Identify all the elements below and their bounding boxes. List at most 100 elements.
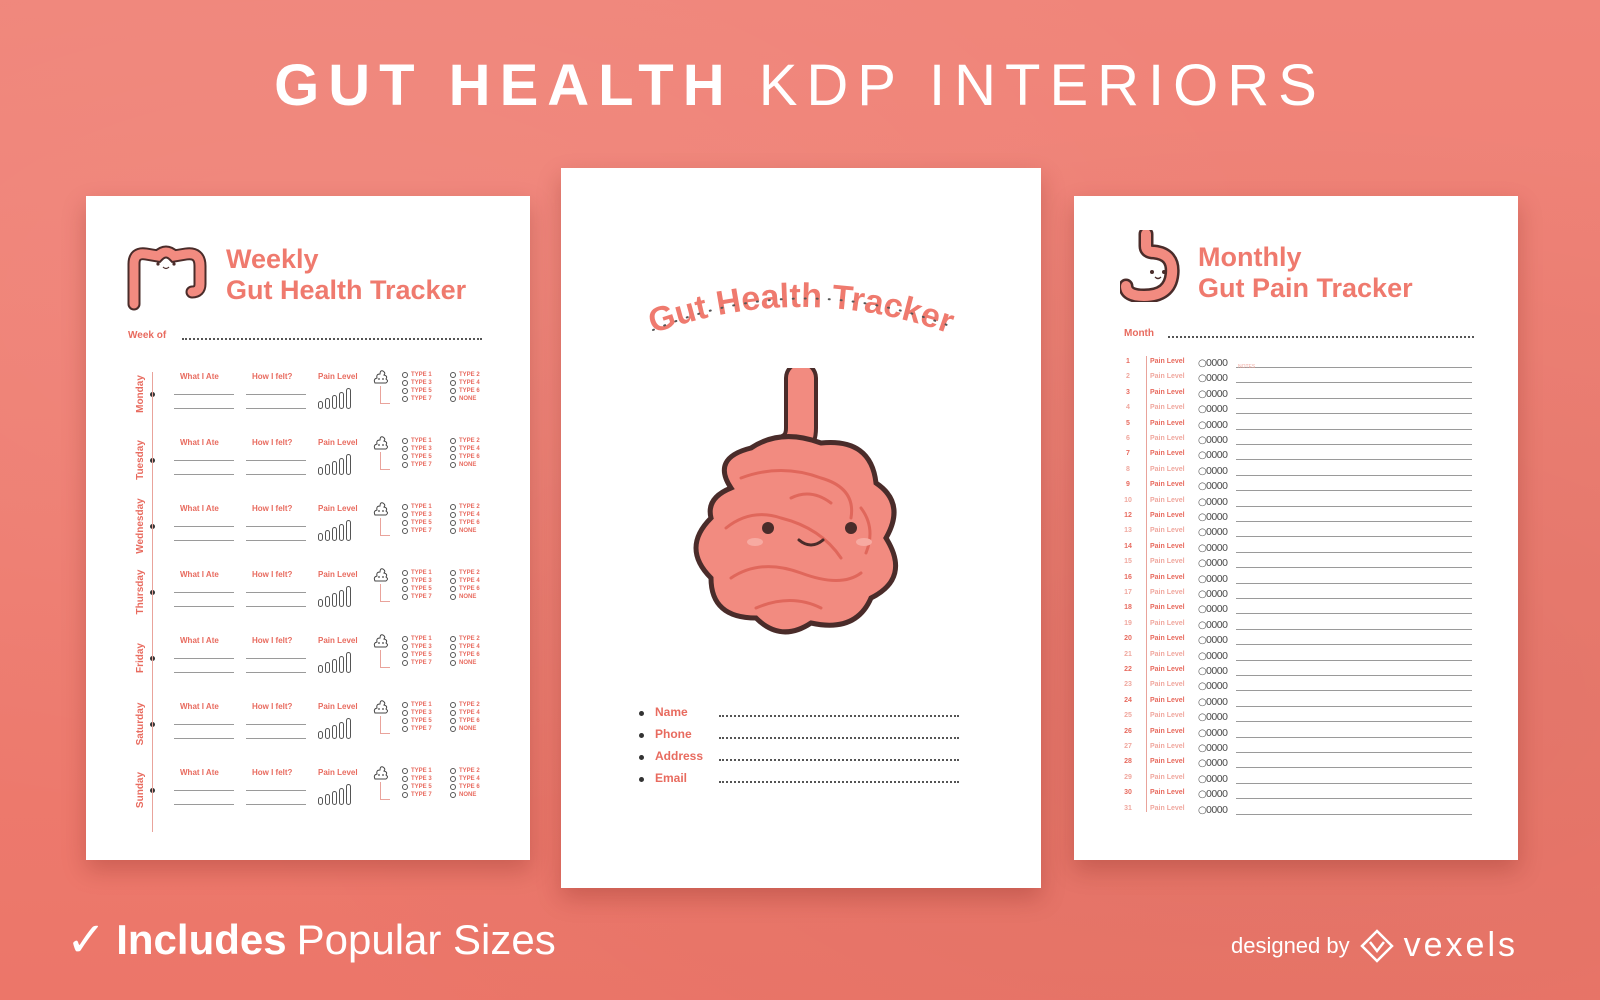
stool-type-option[interactable]: NONE (450, 594, 494, 600)
pain-level-bar[interactable] (332, 593, 337, 607)
radio-circle-icon[interactable] (450, 380, 456, 386)
stool-type-option[interactable]: TYPE 3 (402, 776, 450, 782)
what-i-ate-line[interactable] (174, 460, 234, 461)
radio-circle-icon[interactable] (450, 768, 456, 774)
how-i-felt-line[interactable] (246, 474, 306, 475)
stool-type-option[interactable]: TYPE 7 (402, 396, 450, 402)
radio-circle-icon[interactable] (402, 718, 408, 724)
notes-line[interactable] (1236, 382, 1472, 384)
pain-level-circles[interactable]: ○0000 (1198, 573, 1228, 585)
pain-level-scale[interactable] (318, 652, 351, 673)
radio-circle-icon[interactable] (450, 710, 456, 716)
notes-line[interactable] (1236, 459, 1472, 461)
radio-circle-icon[interactable] (450, 438, 456, 444)
stool-type-option[interactable]: TYPE 3 (402, 446, 450, 452)
radio-circle-icon[interactable] (402, 594, 408, 600)
stool-type-option[interactable]: TYPE 3 (402, 710, 450, 716)
stool-type-option[interactable]: TYPE 7 (402, 528, 450, 534)
what-i-ate-line[interactable] (174, 540, 234, 541)
radio-circle-icon[interactable] (402, 528, 408, 534)
notes-line[interactable] (1236, 367, 1472, 368)
pain-level-bar[interactable] (346, 520, 351, 541)
radio-circle-icon[interactable] (450, 594, 456, 600)
radio-circle-icon[interactable] (402, 636, 408, 642)
radio-circle-icon[interactable] (402, 462, 408, 468)
pain-level-circles[interactable]: ○0000 (1198, 619, 1228, 631)
notes-line[interactable] (1236, 505, 1472, 507)
pain-level-bar[interactable] (339, 524, 344, 541)
vexels-credit[interactable]: designed by vexels (1231, 926, 1518, 965)
stool-type-option[interactable]: TYPE 5 (402, 718, 450, 724)
pain-level-bar[interactable] (346, 586, 351, 607)
pain-level-bar[interactable] (339, 392, 344, 409)
pain-level-bar[interactable] (339, 458, 344, 475)
stool-type-option[interactable]: TYPE 2 (450, 702, 494, 708)
radio-circle-icon[interactable] (402, 454, 408, 460)
stool-type-option[interactable]: TYPE 2 (450, 372, 494, 378)
pain-level-bar[interactable] (318, 665, 323, 673)
info-field-row[interactable]: Email (639, 771, 959, 791)
stool-type-option[interactable]: TYPE 4 (450, 446, 494, 452)
stool-type-option[interactable]: TYPE 2 (450, 636, 494, 642)
stool-type-option[interactable]: TYPE 3 (402, 380, 450, 386)
pain-level-bar[interactable] (325, 728, 330, 739)
pain-level-bar[interactable] (325, 398, 330, 409)
info-field-line[interactable] (719, 737, 959, 739)
what-i-ate-line[interactable] (174, 474, 234, 475)
info-field-line[interactable] (719, 781, 959, 783)
info-field-row[interactable]: Phone (639, 727, 959, 747)
pain-level-bar[interactable] (332, 725, 337, 739)
stool-type-option[interactable]: TYPE 2 (450, 768, 494, 774)
week-of-line[interactable] (182, 338, 482, 340)
pain-level-bar[interactable] (339, 590, 344, 607)
radio-circle-icon[interactable] (450, 776, 456, 782)
stool-type-option[interactable]: TYPE 3 (402, 644, 450, 650)
pain-level-circles[interactable]: ○0000 (1198, 496, 1228, 508)
pain-level-circles[interactable]: ○0000 (1198, 542, 1228, 554)
stool-type-option[interactable]: NONE (450, 396, 494, 402)
pain-level-bar[interactable] (346, 388, 351, 409)
notes-line[interactable] (1236, 690, 1472, 692)
stool-type-option[interactable]: TYPE 4 (450, 644, 494, 650)
stool-type-option[interactable]: TYPE 5 (402, 388, 450, 394)
pain-level-circles[interactable]: ○0000 (1198, 512, 1228, 523)
stool-type-option[interactable]: TYPE 6 (450, 454, 494, 460)
pain-level-circles[interactable]: ○0000 (1198, 773, 1228, 785)
pain-level-bar[interactable] (346, 652, 351, 673)
notes-line[interactable] (1236, 444, 1472, 445)
radio-circle-icon[interactable] (450, 702, 456, 708)
stool-type-option[interactable]: TYPE 6 (450, 652, 494, 658)
pain-level-scale[interactable] (318, 388, 351, 409)
pain-level-bar[interactable] (325, 530, 330, 541)
radio-circle-icon[interactable] (402, 380, 408, 386)
stool-type-option[interactable]: TYPE 3 (402, 578, 450, 584)
radio-circle-icon[interactable] (450, 660, 456, 666)
radio-circle-icon[interactable] (402, 710, 408, 716)
radio-circle-icon[interactable] (450, 512, 456, 518)
stool-type-option[interactable]: TYPE 6 (450, 718, 494, 724)
notes-line[interactable] (1236, 644, 1472, 646)
stool-type-option[interactable]: TYPE 1 (402, 570, 450, 576)
radio-circle-icon[interactable] (402, 446, 408, 452)
what-i-ate-line[interactable] (174, 606, 234, 607)
radio-circle-icon[interactable] (450, 570, 456, 576)
radio-circle-icon[interactable] (402, 586, 408, 592)
what-i-ate-line[interactable] (174, 724, 234, 725)
what-i-ate-line[interactable] (174, 394, 234, 395)
radio-circle-icon[interactable] (450, 784, 456, 790)
stool-type-option[interactable]: TYPE 5 (402, 784, 450, 790)
stool-type-option[interactable]: NONE (450, 462, 494, 468)
pain-level-circles[interactable]: ○0000 (1198, 727, 1228, 739)
radio-circle-icon[interactable] (450, 446, 456, 452)
notes-line[interactable] (1236, 628, 1472, 630)
radio-circle-icon[interactable] (402, 784, 408, 790)
radio-circle-icon[interactable] (402, 660, 408, 666)
radio-circle-icon[interactable] (450, 636, 456, 642)
pain-level-bar[interactable] (318, 731, 323, 739)
how-i-felt-line[interactable] (246, 724, 306, 725)
how-i-felt-line[interactable] (246, 804, 306, 805)
how-i-felt-line[interactable] (246, 460, 306, 461)
radio-circle-icon[interactable] (450, 504, 456, 510)
stool-type-option[interactable]: TYPE 1 (402, 438, 450, 444)
pain-level-circles[interactable]: ○0000 (1198, 604, 1228, 616)
